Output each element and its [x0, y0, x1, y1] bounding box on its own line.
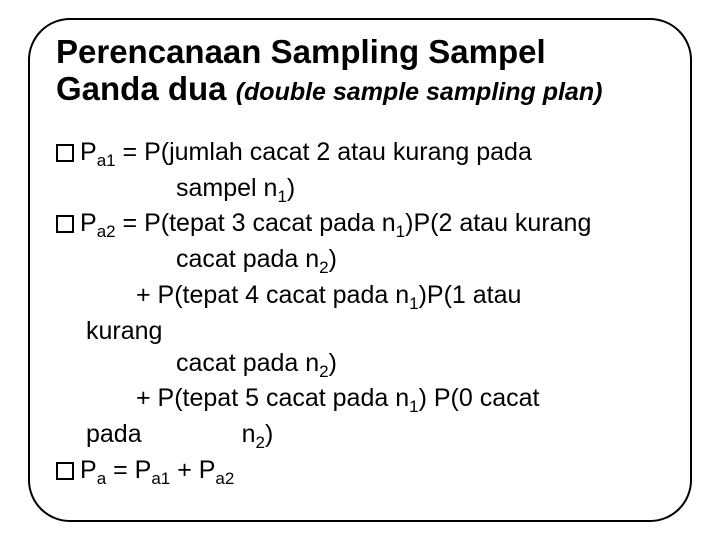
bullet-row: Pa2 = P(tepat 3 cacat pada n1)P(2 atau k… — [56, 207, 664, 243]
title-line-2b: (double sample sampling plan) — [236, 78, 603, 106]
slide: Perencanaan Sampling Sampel Ganda dua (d… — [0, 0, 720, 540]
cont-span-a: pada — [56, 418, 142, 450]
cont-line: + P(tepat 4 cacat pada n1)P(1 atau — [56, 279, 664, 315]
bullet-row: Pa = Pa1 + Pa2 — [56, 454, 664, 490]
cont-line: cacat pada n2) — [56, 347, 664, 383]
slide-title: Perencanaan Sampling Sampel Ganda dua (d… — [56, 34, 664, 108]
title-line-1: Perencanaan Sampling Sampel — [56, 33, 546, 70]
body-text: Pa1 = P(jumlah cacat 2 atau kurang pada … — [56, 136, 664, 490]
bullet-text: Pa1 = P(jumlah cacat 2 atau kurang pada — [80, 138, 532, 166]
square-bullet-icon — [56, 144, 74, 162]
cont-line: + P(tepat 5 cacat pada n1) P(0 cacat — [56, 382, 664, 418]
bullet-text: Pa = Pa1 + Pa2 — [80, 456, 234, 484]
square-bullet-icon — [56, 462, 74, 480]
title-line-2a: Ganda dua — [56, 70, 236, 107]
cont-line: sampel n1) — [56, 172, 664, 208]
cont-span-b: n2) — [242, 420, 274, 448]
bullet-row: Pa1 = P(jumlah cacat 2 atau kurang pada — [56, 136, 664, 172]
square-bullet-icon — [56, 215, 74, 233]
bullet-text: Pa2 = P(tepat 3 cacat pada n1)P(2 atau k… — [80, 209, 591, 237]
cont-line: pada n2) — [56, 418, 664, 454]
cont-line: cacat pada n2) — [56, 243, 664, 279]
rounded-frame: Perencanaan Sampling Sampel Ganda dua (d… — [28, 18, 692, 522]
cont-line: kurang — [56, 315, 664, 347]
